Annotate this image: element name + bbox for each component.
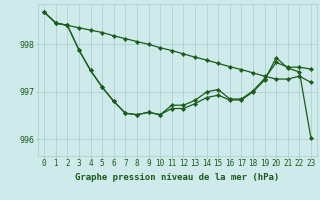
X-axis label: Graphe pression niveau de la mer (hPa): Graphe pression niveau de la mer (hPa) — [76, 173, 280, 182]
